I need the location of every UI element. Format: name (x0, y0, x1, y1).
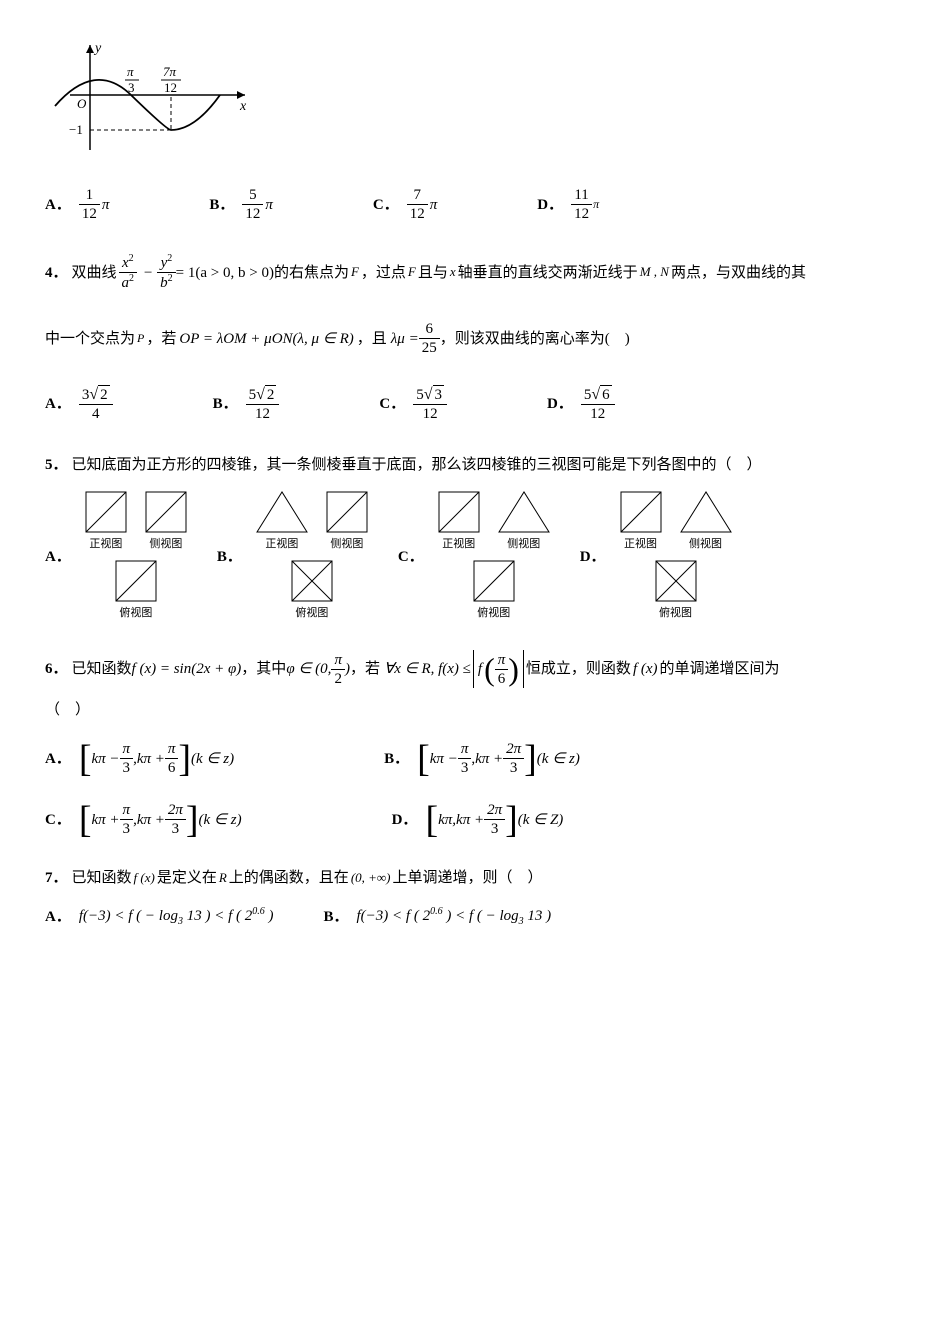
q5-text: 5． 已知底面为正方形的四棱锥，其一条侧棱垂直于底面，那么该四棱锥的三视图可能是… (45, 453, 905, 477)
svg-text:12: 12 (164, 80, 177, 95)
q6-text: 6． 已知函数 f (x) = sin(2x + φ) ，其中 φ ∈ (0, … (45, 650, 905, 688)
q5-options: A． 正视图 侧视图 俯视图 B． (45, 491, 905, 622)
q4-options: A． 3√2 4 B． 5√2 12 C． 5√3 12 D． 5√6 12 (45, 385, 905, 423)
x-axis-label: x (239, 99, 247, 114)
q6-options: A． [ kπ − π3 , kπ + π6 ] (k ∈ z) B． [ kπ… (45, 740, 905, 838)
q6-option-d: D． [ kπ, kπ + 2π3 ] (k ∈ Z) (392, 801, 564, 838)
q5-option-d: D． 正视图 侧视图 俯视图 (580, 491, 732, 622)
q4-option-b: B． 5√2 12 (213, 385, 280, 423)
q3-option-b: B． 512 π (209, 186, 273, 223)
q6-option-c: C． [ kπ + π3 , kπ + 2π3 ] (k ∈ z) (45, 801, 242, 838)
q6-paren: （ ） (45, 698, 905, 722)
sine-graph: y x O π 3 7π 12 −1 (45, 40, 905, 168)
q4-line2: 中一个交点为 P ，若 OP = λOM + μON(λ, μ ∈ R) ，且 … (45, 320, 905, 357)
q3-options: A． 112 π B． 512 π C． 712 π D． 1112 π (45, 186, 905, 223)
q5-option-c: C． 正视图 侧视图 俯视图 (398, 491, 550, 622)
q7-text: 7． 已知函数 f (x) 是定义在 R 上的偶函数，且在 (0, +∞) 上单… (45, 866, 905, 890)
q5-option-b: B． 正视图 侧视图 俯视图 (217, 491, 368, 622)
q7-option-b: B． f(−3) < f ( 20.6 ) < f ( − log3 13 ) (323, 904, 551, 930)
q4-line1: 4． 双曲线 x2a2 − y2b2 = 1(a > 0, b > 0) 的右焦… (45, 253, 905, 292)
svg-text:7π: 7π (163, 64, 177, 79)
q6-option-a: A． [ kπ − π3 , kπ + π6 ] (k ∈ z) (45, 740, 234, 777)
q7-option-a: A． f(−3) < f ( − log3 13 ) < f ( 20.6 ) (45, 904, 273, 930)
origin-label: O (77, 96, 87, 111)
q3-option-d: D． 1112 π (537, 186, 599, 223)
q3-option-a: A． 112 π (45, 186, 109, 223)
q4-option-a: A． 3√2 4 (45, 385, 113, 423)
q6-option-b: B． [ kπ − π3 , kπ + 2π3 ] (k ∈ z) (384, 740, 580, 777)
y-axis-label: y (93, 41, 102, 56)
svg-text:−1: −1 (69, 122, 83, 137)
q3-option-c: C． 712 π (373, 186, 437, 223)
svg-text:π: π (127, 64, 134, 79)
q4-option-c: C． 5√3 12 (379, 385, 447, 423)
q7-options: A． f(−3) < f ( − log3 13 ) < f ( 20.6 ) … (45, 904, 905, 930)
q4-option-d: D． 5√6 12 (547, 385, 615, 423)
q5-option-a: A． 正视图 侧视图 俯视图 (45, 491, 187, 622)
